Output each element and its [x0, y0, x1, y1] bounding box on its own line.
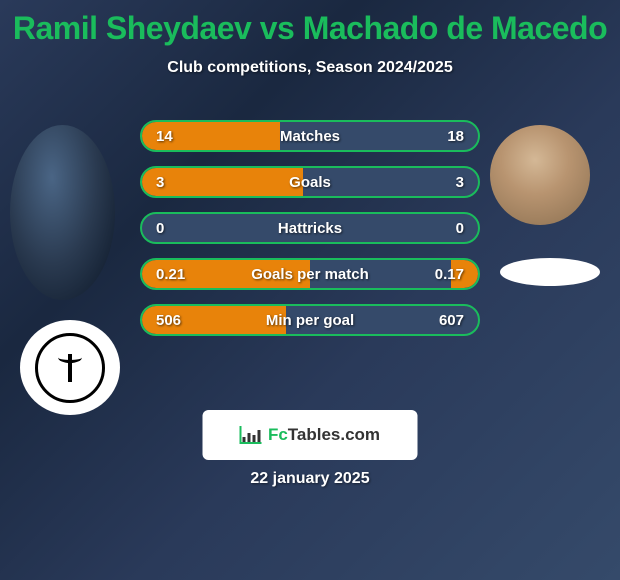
- player-right-photo: [490, 125, 590, 225]
- subtitle: Club competitions, Season 2024/2025: [0, 59, 620, 77]
- stat-row-hattricks: 0 Hattricks 0: [140, 212, 480, 244]
- club-right-logo: [500, 258, 600, 286]
- stat-label: Goals: [289, 174, 331, 191]
- stat-value-right: 3: [456, 174, 464, 191]
- player-left-photo: [10, 125, 115, 300]
- stat-label: Goals per match: [251, 266, 369, 283]
- stat-row-matches: 14 Matches 18: [140, 120, 480, 152]
- club-left-emblem: [35, 333, 105, 403]
- stat-row-mpg: 506 Min per goal 607: [140, 304, 480, 336]
- stat-label: Min per goal: [266, 312, 354, 329]
- stat-value-right: 607: [439, 312, 464, 329]
- stat-value-left: 14: [156, 128, 173, 145]
- footer-brand-text: FcTables.com: [268, 425, 380, 445]
- stat-label: Matches: [280, 128, 340, 145]
- stats-panel: 14 Matches 18 3 Goals 3 0 Hattricks 0 0.…: [140, 120, 480, 350]
- stat-label: Hattricks: [278, 220, 342, 237]
- date-label: 22 january 2025: [250, 470, 369, 488]
- stat-value-right: 0.17: [435, 266, 464, 283]
- page-title: Ramil Sheydaev vs Machado de Macedo: [0, 0, 620, 47]
- stat-value-left: 0.21: [156, 266, 185, 283]
- stat-value-right: 0: [456, 220, 464, 237]
- footer-brand-suffix: Tables.com: [288, 425, 380, 444]
- stat-value-left: 506: [156, 312, 181, 329]
- stat-value-left: 0: [156, 220, 164, 237]
- tower-icon: [68, 354, 72, 382]
- stat-row-gpm: 0.21 Goals per match 0.17: [140, 258, 480, 290]
- stat-row-goals: 3 Goals 3: [140, 166, 480, 198]
- stat-bar-left: [142, 168, 303, 196]
- chart-icon: [240, 426, 262, 444]
- club-left-logo: [20, 320, 120, 415]
- stat-value-left: 3: [156, 174, 164, 191]
- stat-value-right: 18: [447, 128, 464, 145]
- footer-brand-prefix: Fc: [268, 425, 288, 444]
- footer-brand[interactable]: FcTables.com: [203, 410, 418, 460]
